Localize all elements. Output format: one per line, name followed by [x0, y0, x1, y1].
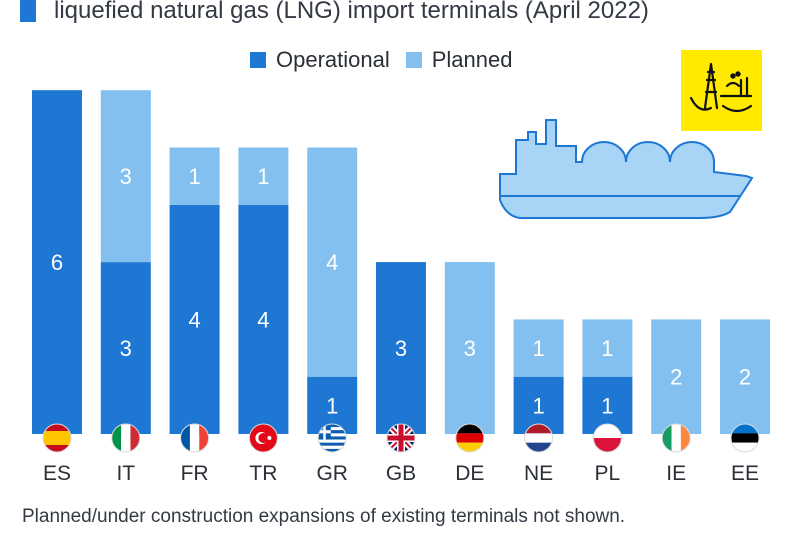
ie-planned-value-label: 2 — [670, 365, 682, 390]
ne-planned-bar — [513, 319, 564, 377]
fr-planned-value-label: 1 — [188, 164, 200, 189]
chart-legend: Operational Planned — [250, 46, 513, 74]
category-label-de: DE — [455, 462, 484, 485]
uk-flag-icon — [386, 423, 416, 453]
publisher-logo — [681, 50, 762, 131]
category-label-ie: IE — [666, 462, 686, 485]
tr-planned-bar — [238, 147, 289, 205]
legend-swatch-operational — [250, 52, 266, 68]
pl-planned-bar — [582, 319, 633, 377]
netherlands-flag-icon — [524, 423, 554, 453]
fr-operational-value-label: 4 — [188, 307, 200, 332]
category-label-ne: NE — [524, 462, 553, 485]
category-label-it: IT — [116, 462, 135, 485]
category-label-tr: TR — [249, 462, 277, 485]
gr-planned-value-label: 4 — [326, 250, 338, 275]
it-planned-bar — [100, 90, 151, 263]
category-label-ee: EE — [731, 462, 759, 485]
legend-item-operational: Operational — [250, 47, 390, 73]
category-label-gr: GR — [316, 462, 348, 485]
turkey-flag-icon — [248, 423, 278, 453]
tr-planned-value-label: 1 — [257, 164, 269, 189]
oil-derrick-logo-icon — [689, 62, 753, 113]
tr-operational-value-label: 4 — [257, 307, 269, 332]
title-accent-marker — [20, 0, 36, 22]
gr-operational-value-label: 1 — [326, 393, 338, 418]
gb-operational-value-label: 3 — [395, 336, 407, 361]
de-planned-value-label: 3 — [464, 336, 476, 361]
legend-item-planned: Planned — [405, 47, 513, 73]
ee-planned-bar — [720, 319, 770, 434]
es-operational-value-label: 6 — [51, 250, 63, 275]
legend-swatch-planned — [405, 52, 422, 68]
fr-planned-bar — [169, 147, 220, 205]
footnote: Planned/under construction expansions of… — [22, 506, 626, 527]
ee-planned-value-label: 2 — [739, 365, 751, 390]
ne-planned-value-label: 1 — [532, 336, 544, 361]
lng-ship-icon — [499, 119, 754, 219]
it-operational-value-label: 3 — [120, 336, 132, 361]
category-label-fr: FR — [181, 462, 209, 485]
chart-title-area: liquefied natural gas (LNG) import termi… — [8, 0, 798, 32]
ireland-flag-icon — [661, 423, 691, 453]
category-label-pl: PL — [595, 462, 621, 485]
italy-flag-icon — [111, 423, 141, 453]
france-flag-icon — [180, 423, 210, 453]
category-label-es: ES — [43, 462, 71, 485]
estonia-flag-icon — [730, 423, 760, 453]
gb-operational-bar — [376, 262, 426, 434]
de-planned-bar — [444, 262, 495, 434]
legend-label-operational: Operational — [276, 47, 390, 72]
it-operational-bar — [100, 262, 151, 434]
it-planned-value-label: 3 — [120, 164, 132, 189]
category-label-gb: GB — [386, 462, 416, 485]
es-operational-bar — [32, 90, 82, 434]
greece-flag-icon — [317, 423, 347, 453]
ne-operational-value-label: 1 — [532, 393, 544, 418]
poland-flag-icon — [592, 423, 622, 453]
pl-planned-value-label: 1 — [601, 336, 613, 361]
pl-operational-value-label: 1 — [601, 393, 613, 418]
legend-label-planned: Planned — [431, 47, 513, 72]
gr-planned-bar — [307, 147, 358, 377]
chart-title: liquefied natural gas (LNG) import termi… — [54, 0, 649, 24]
germany-flag-icon — [455, 423, 485, 453]
fr-operational-bar — [169, 204, 220, 434]
ie-planned-bar — [651, 319, 702, 434]
tr-operational-bar — [238, 204, 289, 434]
spain-flag-icon — [42, 423, 72, 453]
category-labels-layer: ES IT FR TR GR GB DE NE PL IE EE — [43, 462, 759, 485]
bars-layer: 6 3 3 4 1 4 1 1 4 3 3 1 1 1 1 2 2 — [32, 90, 770, 434]
